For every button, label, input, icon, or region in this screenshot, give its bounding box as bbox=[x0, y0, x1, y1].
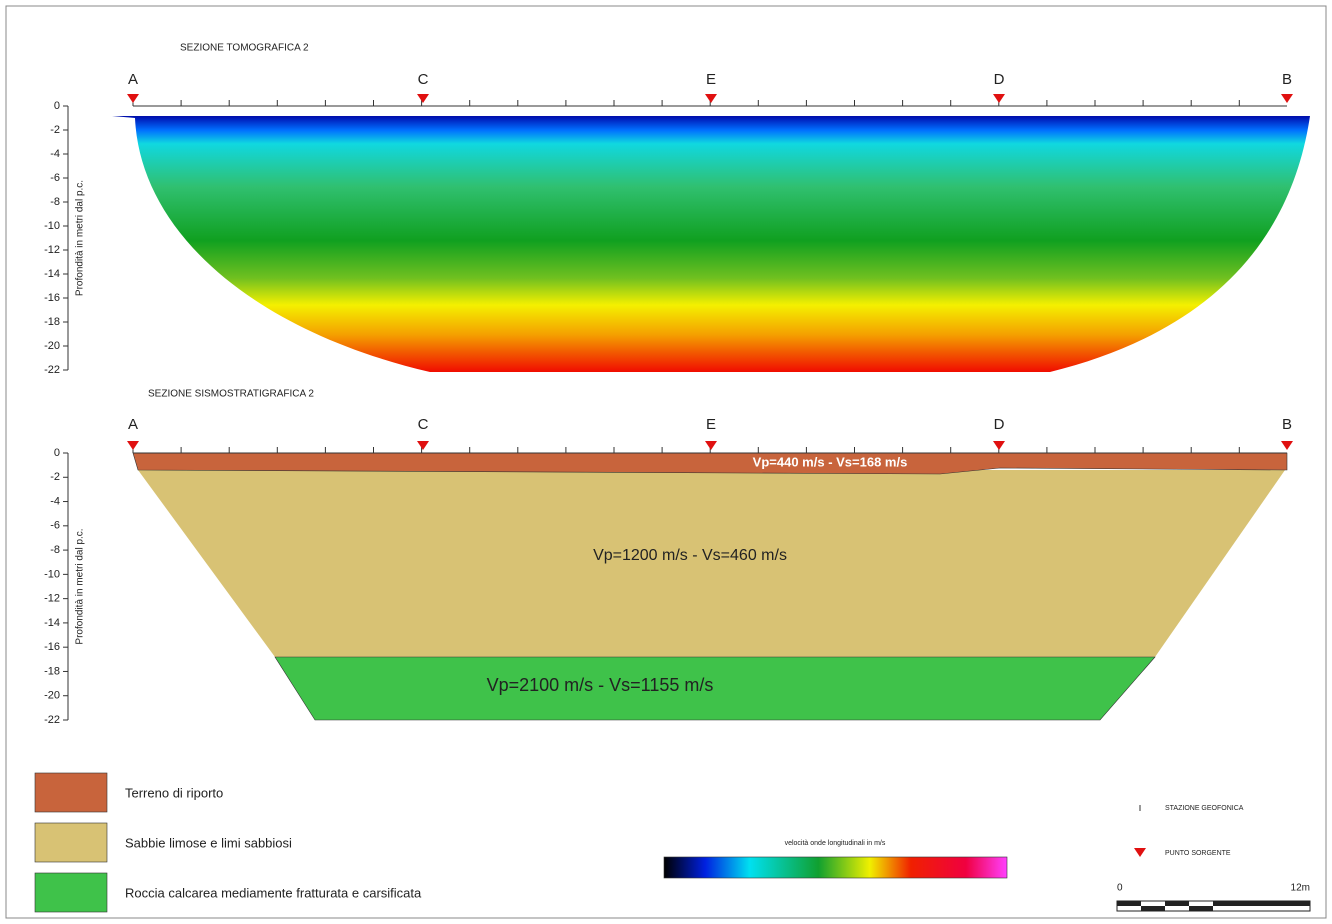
y-axis-label: Profondità in metri dal p.c. bbox=[75, 180, 86, 296]
legend-swatch bbox=[35, 773, 107, 812]
colorbar-title: velocità onde longitudinali in m/s bbox=[785, 840, 886, 847]
source-point bbox=[127, 94, 139, 103]
y-tick-label: -18 bbox=[44, 665, 60, 677]
station-label: E bbox=[706, 71, 716, 88]
legend-label: Roccia calcarea mediamente fratturata e … bbox=[125, 885, 422, 900]
section-title: SEZIONE TOMOGRAFICA 2 bbox=[180, 43, 309, 54]
legend-label: Terreno di riporto bbox=[125, 785, 223, 800]
source-point bbox=[417, 94, 429, 103]
y-tick-label: -22 bbox=[44, 364, 60, 376]
y-tick-label: -6 bbox=[50, 172, 60, 184]
y-tick-label: -22 bbox=[44, 714, 60, 726]
y-tick-label: -20 bbox=[44, 340, 60, 352]
y-tick-label: -14 bbox=[44, 617, 60, 629]
layer-label: Vp=1200 m/s - Vs=460 m/s bbox=[593, 547, 787, 564]
y-tick-label: -8 bbox=[50, 196, 60, 208]
y-tick-label: 0 bbox=[54, 447, 60, 459]
layer-rock bbox=[275, 657, 1155, 720]
source-point bbox=[993, 441, 1005, 450]
section-title: SEZIONE SISMOSTRATIGRAFICA 2 bbox=[148, 389, 314, 400]
y-axis-label: Profondità in metri dal p.c. bbox=[75, 528, 86, 644]
layer-label: Vp=2100 m/s - Vs=1155 m/s bbox=[487, 675, 714, 695]
station-label: C bbox=[418, 416, 429, 433]
legend: Terreno di riporto Sabbie limose e limi s… bbox=[35, 773, 422, 912]
y-tick-label: -4 bbox=[50, 495, 60, 507]
tomography bbox=[112, 116, 1310, 372]
y-tick-label: -12 bbox=[44, 593, 60, 605]
station-label: E bbox=[706, 416, 716, 433]
scale-label: 0 bbox=[1117, 883, 1123, 894]
legend-label: Sabbie limose e limi sabbiosi bbox=[125, 835, 292, 850]
source-symbol bbox=[1134, 848, 1146, 857]
y-tick-label: -6 bbox=[50, 520, 60, 532]
y-tick-label: -14 bbox=[44, 268, 60, 280]
source-point bbox=[1281, 94, 1293, 103]
y-tick-label: -12 bbox=[44, 244, 60, 256]
key-label: STAZIONE GEOFONICA bbox=[1165, 805, 1244, 812]
legend-swatch bbox=[35, 873, 107, 912]
source-point bbox=[993, 94, 1005, 103]
y-tick-label: -2 bbox=[50, 124, 60, 136]
colorbar bbox=[664, 857, 1007, 878]
y-tick-label: -4 bbox=[50, 148, 60, 160]
legend-swatch bbox=[35, 823, 107, 862]
station-label: D bbox=[994, 416, 1005, 433]
source-point bbox=[705, 441, 717, 450]
source-point bbox=[705, 94, 717, 103]
source-point bbox=[127, 441, 139, 450]
station-label: B bbox=[1282, 71, 1292, 88]
layer-label: Vp=440 m/s - Vs=168 m/s bbox=[753, 454, 908, 469]
y-tick-label: -10 bbox=[44, 220, 60, 232]
station-label: B bbox=[1282, 416, 1292, 433]
y-tick-label: -16 bbox=[44, 641, 60, 653]
station-label: A bbox=[128, 416, 138, 433]
y-tick-label: -18 bbox=[44, 316, 60, 328]
scale-label: 12m bbox=[1291, 883, 1310, 894]
station-label: D bbox=[994, 71, 1005, 88]
y-tick-label: 0 bbox=[54, 100, 60, 112]
y-tick-label: -10 bbox=[44, 568, 60, 580]
y-tick-label: -20 bbox=[44, 690, 60, 702]
y-tick-label: -8 bbox=[50, 544, 60, 556]
source-point bbox=[1281, 441, 1293, 450]
key-label: PUNTO SORGENTE bbox=[1165, 850, 1231, 857]
station-label: C bbox=[418, 71, 429, 88]
source-point bbox=[417, 441, 429, 450]
diagram: Vp=440 m/s - Vs=168 m/s Vp=1200 m/s - Vs… bbox=[0, 0, 1332, 924]
y-tick-label: -2 bbox=[50, 471, 60, 483]
y-tick-label: -16 bbox=[44, 292, 60, 304]
station-label: A bbox=[128, 71, 138, 88]
